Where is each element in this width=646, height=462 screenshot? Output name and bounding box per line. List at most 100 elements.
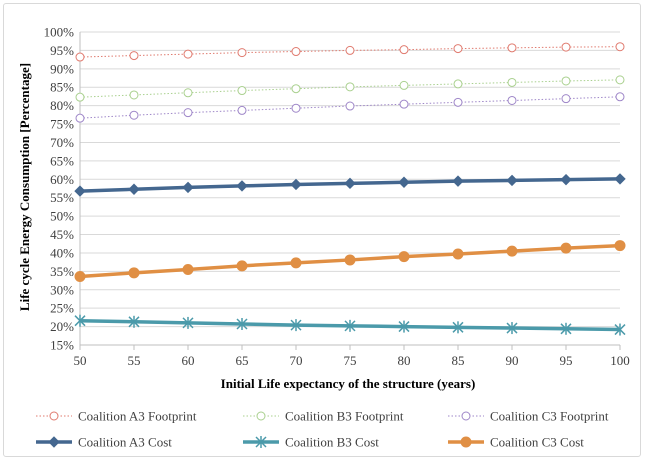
data-point [128,183,140,195]
y-tick-label: 60% [50,172,74,187]
x-tick-label: 65 [236,353,249,368]
data-point [561,94,571,104]
legend-label: Coalition C3 Cost [490,435,584,450]
series-4 [74,173,626,197]
y-tick-label: 80% [50,98,74,113]
data-point [74,271,86,283]
data-point [399,80,409,90]
data-point [399,45,409,55]
data-point [614,240,626,252]
series-3 [75,92,625,123]
data-point [237,105,247,115]
legend-label: Coalition B3 Cost [285,435,379,450]
data-point [256,411,266,421]
series-2 [75,75,625,102]
legend-item: Coalition C3 Cost [448,435,584,450]
data-point [344,319,356,332]
data-point [506,245,518,257]
x-tick-label: 50 [74,353,87,368]
data-point [452,321,464,334]
data-point [129,90,139,100]
data-point [291,47,301,57]
data-point [561,42,571,52]
data-point [183,88,193,98]
y-tick-label: 55% [50,190,74,205]
y-tick-label: 25% [50,301,74,316]
data-point [75,113,85,123]
x-tick-label: 55 [128,353,141,368]
series-5 [74,314,626,336]
x-tick-label: 90 [506,353,519,368]
y-tick-label: 45% [50,227,74,242]
y-tick-label: 85% [50,80,74,95]
data-point [506,174,518,187]
data-point [615,92,625,102]
data-point [49,411,59,421]
y-tick-label: 75% [50,117,74,132]
data-point [560,322,572,335]
data-point [183,108,193,118]
x-tick-label: 85 [452,353,465,368]
axes [79,32,621,350]
data-point [128,267,140,279]
data-point [614,323,626,336]
legend-item: Coalition A3 Cost [36,435,172,450]
data-point [398,320,410,333]
data-point [614,173,626,185]
data-point [398,176,410,188]
y-tick-label: 65% [50,153,74,168]
legend-label: Coalition B3 Footprint [285,409,404,424]
data-point [182,316,194,329]
data-point [560,242,572,254]
y-tick-labels: 15% 20% 25% 30% 35% 40% 45% 50% 55% 60% 65% 70% 75% 8… [44,25,75,353]
data-point [453,97,463,107]
data-point [290,257,302,269]
data-point [182,264,194,276]
x-tick-label: 80 [398,353,411,368]
data-point [74,314,86,327]
data-point [453,79,463,89]
y-tick-label: 95% [50,43,74,58]
data-point [461,411,471,421]
data-point [452,175,464,187]
x-tick-labels: 50 55 60 65 70 75 80 85 90 95 100 [74,353,630,368]
data-point [507,95,517,105]
data-point [615,42,625,52]
data-point [453,44,463,54]
y-tick-label: 50% [50,209,74,224]
x-tick-label: 100 [610,353,630,368]
series-1 [75,42,625,62]
data-point [507,77,517,87]
data-point [344,177,356,190]
data-point [345,82,355,92]
data-point [129,110,139,120]
data-point [560,173,572,186]
legend-item: Coalition A3 Footprint [36,409,197,424]
y-tick-label: 20% [50,319,74,334]
legend: Coalition A3 Footprint Coalition B3 Footp… [36,409,609,450]
data-point [237,86,247,96]
legend-item: Coalition B3 Footprint [243,409,404,424]
data-point [236,318,248,331]
data-point [75,52,85,62]
data-point [344,254,356,266]
y-tick-label: 30% [50,282,74,297]
data-point [345,101,355,111]
x-tick-label: 60 [182,353,195,368]
data-point [399,99,409,109]
data-point [75,92,85,102]
data-point [182,181,194,194]
data-point [507,43,517,53]
data-point [290,319,302,332]
data-point [398,251,410,263]
data-point [291,84,301,94]
data-point [48,436,60,448]
data-point [290,178,302,191]
y-tick-label: 15% [50,338,74,353]
data-point [74,185,86,197]
data-point [236,180,248,192]
data-point [236,260,248,272]
data-point [561,76,571,86]
y-tick-label: 40% [50,245,74,260]
